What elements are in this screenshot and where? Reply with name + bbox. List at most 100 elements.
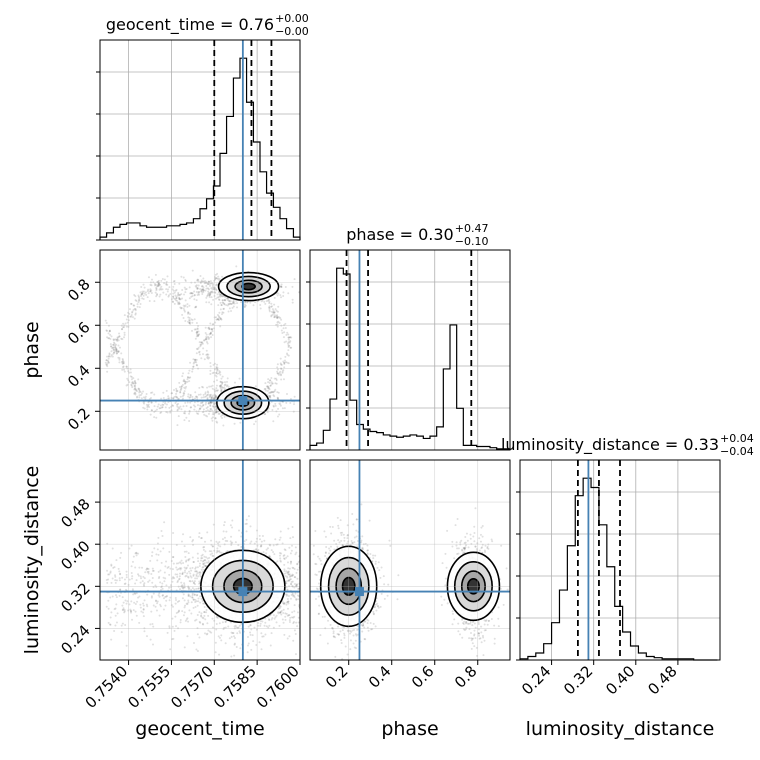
sample-point [275, 309, 278, 312]
sample-point [269, 544, 272, 547]
sample-point [272, 391, 275, 394]
sample-point [185, 416, 188, 419]
sample-point [121, 328, 124, 331]
sample-point [215, 540, 218, 543]
sample-point [281, 332, 284, 335]
sample-point [191, 580, 194, 583]
sample-point [130, 565, 133, 568]
sample-point [232, 305, 235, 308]
sample-point [147, 570, 150, 573]
sample-point [206, 557, 209, 560]
sample-point [218, 540, 221, 543]
sample-point [263, 388, 266, 391]
sample-point [220, 388, 223, 391]
sample-point [137, 298, 140, 301]
sample-point [237, 661, 239, 663]
sample-point [265, 300, 268, 303]
sample-point [282, 621, 285, 624]
sample-point [380, 566, 383, 569]
sample-point [225, 385, 228, 388]
sample-point [280, 285, 283, 288]
sample-point [210, 291, 213, 294]
sample-point [181, 395, 184, 398]
sample-point [186, 305, 189, 308]
sample-point [296, 611, 299, 614]
sample-point [187, 320, 190, 323]
sample-point [268, 379, 271, 382]
sample-point [209, 404, 212, 407]
sample-point [246, 301, 249, 304]
sample-point [111, 346, 114, 349]
sample-point [112, 341, 115, 344]
sample-point [329, 525, 332, 528]
sample-point [274, 404, 277, 407]
sample-point [106, 569, 109, 572]
sample-point [265, 385, 268, 388]
sample-point [215, 288, 218, 291]
sample-point [287, 573, 290, 576]
sample-point [294, 592, 297, 595]
sample-point [276, 397, 279, 400]
sample-point [208, 328, 211, 331]
sample-point [185, 287, 188, 290]
sample-point [104, 361, 107, 364]
sample-point [147, 288, 150, 291]
sample-point [282, 336, 285, 339]
sample-point [295, 571, 298, 574]
sample-point [121, 357, 124, 360]
sample-point [273, 311, 276, 314]
sample-point [161, 587, 164, 590]
sample-point [279, 559, 282, 562]
sample-point [211, 291, 214, 294]
sample-point [196, 572, 199, 575]
sample-point [215, 623, 218, 626]
sample-point [123, 608, 126, 611]
sample-point [275, 614, 278, 617]
sample-point [238, 624, 241, 627]
sample-point [109, 623, 112, 626]
sample-point [243, 303, 246, 306]
sample-point [483, 629, 486, 632]
sample-point [203, 564, 206, 567]
sample-point [142, 611, 145, 614]
sample-point [169, 648, 172, 651]
sample-point [192, 606, 195, 609]
sample-point [290, 582, 293, 585]
sample-point [157, 536, 160, 539]
sample-point [215, 384, 218, 387]
sample-point [161, 594, 164, 597]
sample-point [189, 406, 192, 409]
sample-point [224, 620, 227, 623]
sample-point [178, 302, 181, 305]
sample-point [209, 553, 212, 556]
sample-point [284, 575, 287, 578]
sample-point [215, 411, 218, 414]
sample-point [284, 326, 287, 329]
sample-point [301, 607, 303, 609]
sample-point [218, 370, 221, 373]
sample-point [194, 395, 197, 398]
sample-point [176, 405, 179, 408]
sample-point [283, 331, 286, 334]
sample-point [118, 577, 121, 580]
sample-point [295, 584, 298, 587]
sample-point [310, 576, 312, 578]
sample-point [235, 626, 238, 629]
sample-point [111, 577, 114, 580]
sample-point [253, 423, 256, 426]
sample-point [117, 351, 120, 354]
sample-point [288, 613, 291, 616]
sample-point [202, 546, 205, 549]
sample-point [331, 526, 334, 529]
sample-point [107, 361, 110, 364]
sample-point [301, 577, 303, 579]
sample-point [110, 564, 113, 567]
sample-point [112, 343, 115, 346]
sample-point [460, 539, 463, 542]
sample-point [245, 530, 248, 533]
sample-point [193, 580, 196, 583]
sample-point [179, 395, 182, 398]
sample-point [141, 667, 143, 669]
sample-point [153, 300, 156, 303]
